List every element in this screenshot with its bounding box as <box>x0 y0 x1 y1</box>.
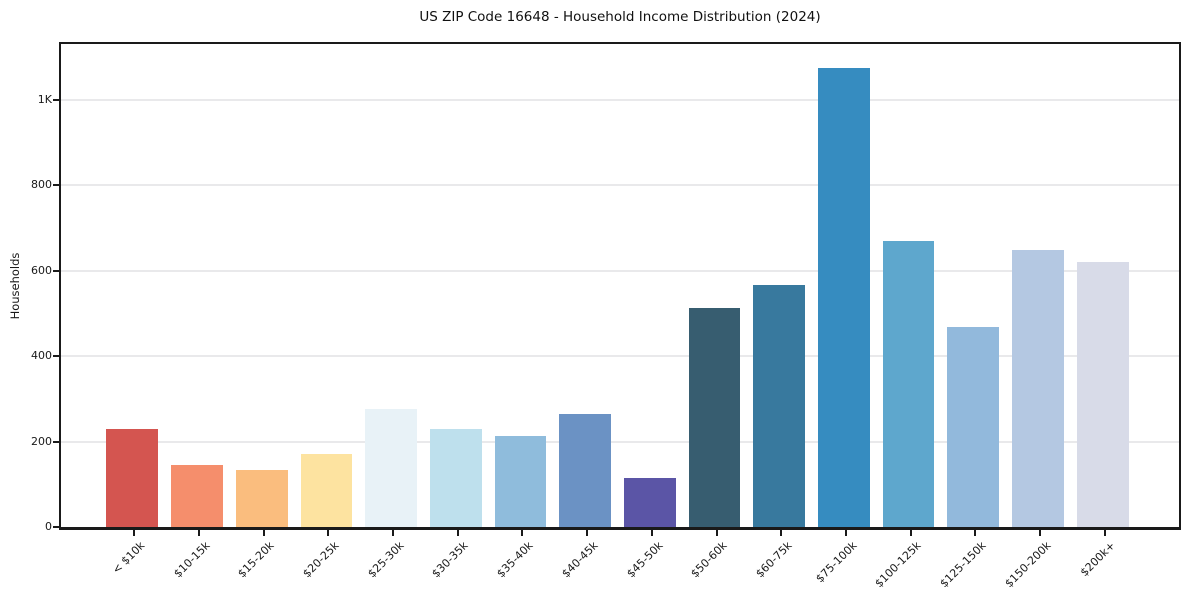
bar-$40-45k <box>559 413 612 527</box>
y-tick-label: 0 <box>45 520 52 533</box>
x-tick-mark <box>198 530 201 536</box>
bar-$60-75k <box>753 285 806 527</box>
gridline <box>61 355 1179 358</box>
x-tick-mark <box>262 530 265 536</box>
bar-$35-40k <box>494 435 547 527</box>
y-tick-mark <box>53 184 60 187</box>
gridline <box>61 184 1179 187</box>
x-tick-mark <box>780 530 783 536</box>
y-tick-mark <box>53 269 60 272</box>
x-tick-label: < $10k <box>109 539 148 577</box>
chart-title: US ZIP Code 16648 - Household Income Dis… <box>419 9 821 25</box>
bar-< $10k <box>106 428 159 527</box>
gridline <box>61 440 1179 443</box>
x-tick-label: $45-50k <box>623 539 666 581</box>
x-tick-mark <box>586 530 589 536</box>
bar-$100-125k <box>882 240 935 527</box>
x-tick-mark <box>650 530 653 536</box>
x-tick-mark <box>521 530 524 536</box>
x-tick-label: $50-60k <box>688 539 730 581</box>
bar-$15-20k <box>235 470 288 527</box>
bar-$30-35k <box>429 428 482 527</box>
x-tick-label: $200k+ <box>1077 539 1118 580</box>
x-tick-mark <box>1103 530 1106 536</box>
x-tick-label: $10-15k <box>170 539 213 581</box>
y-tick-label: 200 <box>31 434 52 448</box>
bar-$20-25k <box>300 454 353 527</box>
y-tick-mark <box>53 440 60 443</box>
y-tick-mark <box>53 526 60 528</box>
x-tick-label: $20-25k <box>300 539 342 581</box>
x-tick-label: $30-35k <box>429 539 471 581</box>
x-tick-mark <box>456 530 459 536</box>
y-tick-label: 400 <box>31 349 52 363</box>
x-tick-label: $35-40k <box>494 539 536 581</box>
x-tick-mark <box>715 530 718 536</box>
x-tick-label: $75-100k <box>812 539 860 586</box>
x-tick-mark <box>844 530 847 536</box>
bar-$200k+ <box>1076 262 1129 527</box>
x-tick-label: $125-150k <box>937 539 989 590</box>
x-tick-mark <box>392 530 395 536</box>
y-tick-label: 600 <box>31 263 52 277</box>
gridline <box>61 269 1179 272</box>
x-tick-label: $100-125k <box>872 539 924 590</box>
y-tick-label: 800 <box>31 178 52 192</box>
bar-$10-15k <box>171 465 223 527</box>
x-tick-mark <box>974 530 977 536</box>
bar-$125-150k <box>947 326 1000 527</box>
x-tick-label: $40-45k <box>559 539 601 581</box>
y-tick-label: 1K <box>37 92 52 106</box>
x-tick-label: $60-75k <box>753 539 795 581</box>
x-tick-mark <box>327 530 330 536</box>
y-tick-mark <box>53 355 60 358</box>
x-tick-label: $25-30k <box>365 539 407 581</box>
x-tick-mark <box>1038 530 1041 536</box>
x-tick-label: $150-200k <box>1002 539 1054 590</box>
gridline <box>61 98 1179 101</box>
bar-$25-30k <box>365 408 417 527</box>
bar-$50-60k <box>688 307 741 527</box>
x-tick-mark <box>133 530 136 536</box>
bar-$75-100k <box>818 67 870 527</box>
x-tick-mark <box>909 530 912 536</box>
x-tick-label: $15-20k <box>235 539 277 581</box>
bar-$45-50k <box>623 477 676 527</box>
plot-area <box>59 42 1181 530</box>
y-tick-mark <box>53 98 60 101</box>
bar-$150-200k <box>1012 250 1064 527</box>
